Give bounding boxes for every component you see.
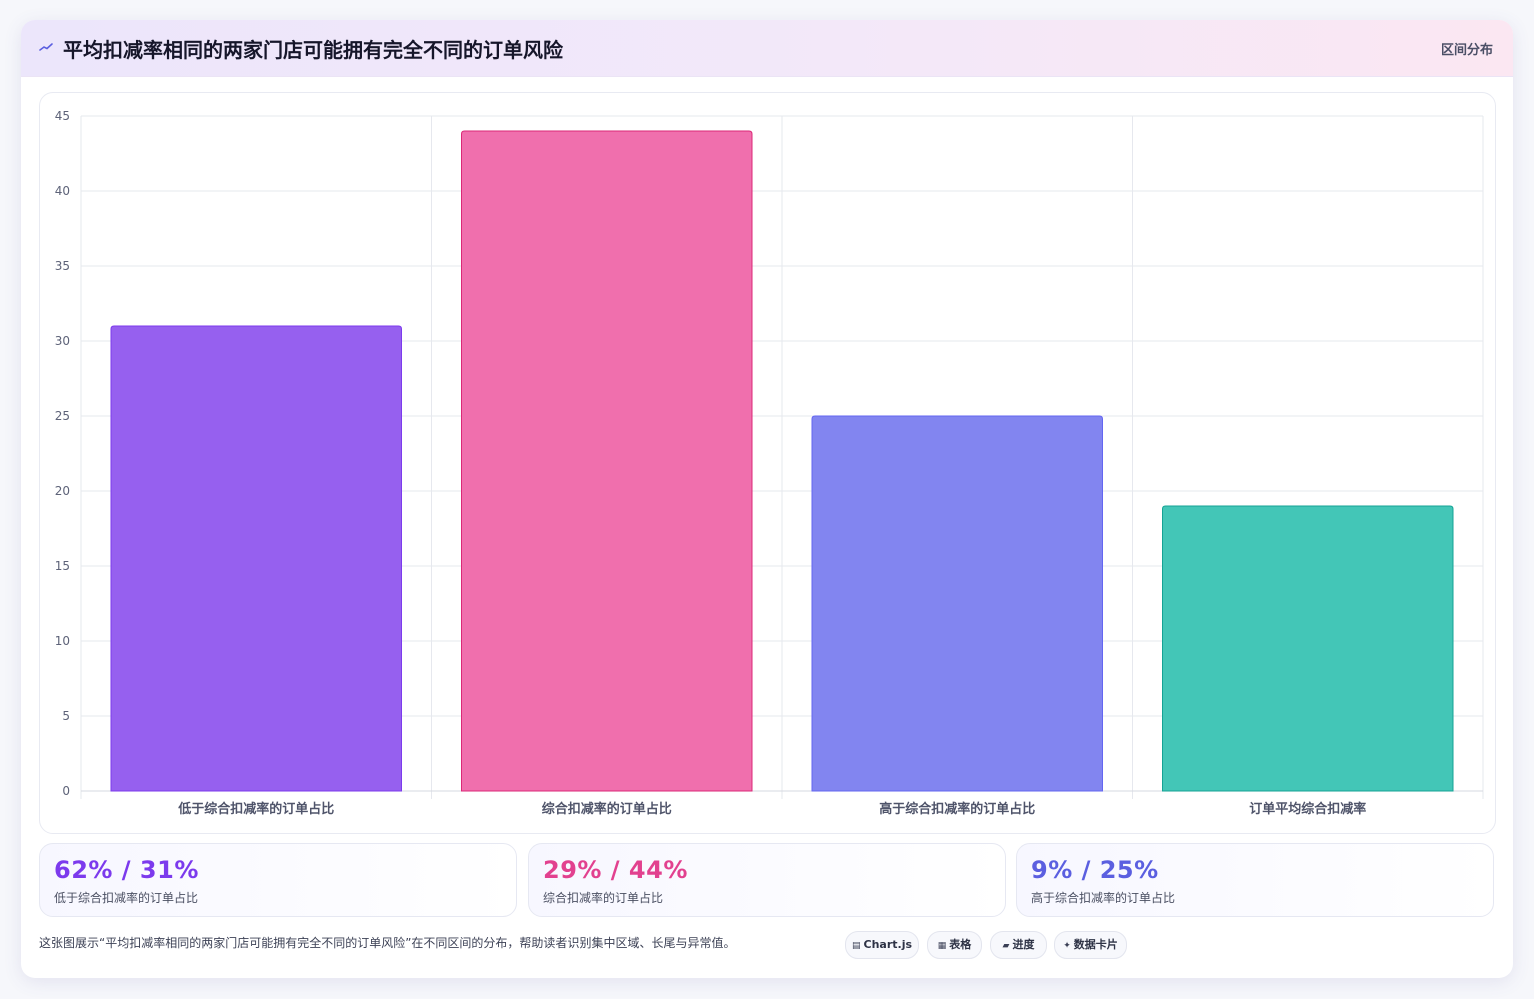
x-tick-label: 低于综合扣减率的订单占比 [177, 801, 334, 817]
stat-card-above: 9% / 25% 高于综合扣减率的订单占比 [1016, 843, 1494, 917]
y-tick-label: 25 [55, 409, 70, 423]
bar-1 [110, 325, 402, 792]
bar-chart: 0 5 10 15 20 25 30 35 40 45 低于综合扣减率的订单占比 综合扣减率的订单占比… [55, 109, 1484, 817]
bar-4 [1162, 505, 1454, 792]
y-tick-label: 5 [62, 709, 70, 723]
y-tick-label: 35 [55, 259, 70, 273]
chip-chartjs[interactable]: ▤ Chart.js [845, 931, 919, 959]
y-tick-label: 10 [55, 634, 70, 648]
y-tick-label: 0 [62, 784, 70, 798]
y-tick-label: 30 [55, 334, 70, 348]
stat-label: 综合扣减率的订单占比 [543, 891, 664, 905]
y-tick-label: 15 [55, 559, 70, 573]
stat-card-equal: 29% / 44% 综合扣减率的订单占比 [528, 843, 1006, 917]
stat-label: 高于综合扣减率的订单占比 [1031, 891, 1176, 905]
chart-description: 这张图展示“平均扣减率相同的两家门店可能拥有完全不同的订单风险”在不同区间的分布… [39, 936, 736, 950]
bar-3 [811, 415, 1103, 792]
y-tick-label: 40 [55, 184, 70, 198]
stat-value: 29% / 44% [543, 856, 688, 884]
chart-area: 0 5 10 15 20 25 30 35 40 45 低于综合扣减率的订单占比 综合扣减率的订单占比… [39, 92, 1496, 834]
chart-icon: ▤ [851, 941, 861, 951]
stat-card-below: 62% / 31% 低于综合扣减率的订单占比 [39, 843, 517, 917]
bar-2 [461, 130, 753, 792]
x-tick-label: 订单平均综合扣减率 [1249, 801, 1366, 817]
distribution-tag[interactable]: 区间分布 [1440, 43, 1493, 58]
stat-value: 9% / 25% [1031, 856, 1159, 884]
progress-icon: ▰ [1002, 941, 1010, 951]
chip-data-card[interactable]: ✦ 数据卡片 [1054, 931, 1127, 959]
stat-label: 低于综合扣减率的订单占比 [54, 891, 199, 905]
stat-cards: 62% / 31% 低于综合扣减率的订单占比 29% / 44% 综合扣减率的订… [39, 843, 1495, 917]
y-tick-label: 20 [55, 484, 70, 498]
y-tick-label: 45 [55, 109, 70, 123]
chip-table[interactable]: ▦ 表格 [927, 931, 982, 959]
x-tick-label: 高于综合扣减率的订单占比 [879, 801, 1035, 817]
x-tick-label: 综合扣减率的订单占比 [542, 801, 672, 817]
trend-icon [39, 43, 53, 51]
sparkle-icon: ✦ [1063, 941, 1071, 951]
chart-card: 平均扣减率相同的两家门店可能拥有完全不同的订单风险 区间分布 0 5 10 15 20 2… [21, 20, 1513, 978]
table-icon: ▦ [937, 941, 947, 951]
card-header: 平均扣减率相同的两家门店可能拥有完全不同的订单风险 区间分布 [21, 20, 1513, 77]
chip-progress[interactable]: ▰ 进度 [990, 931, 1047, 959]
stat-value: 62% / 31% [54, 856, 199, 884]
page-title: 平均扣减率相同的两家门店可能拥有完全不同的订单风险 [63, 38, 563, 62]
